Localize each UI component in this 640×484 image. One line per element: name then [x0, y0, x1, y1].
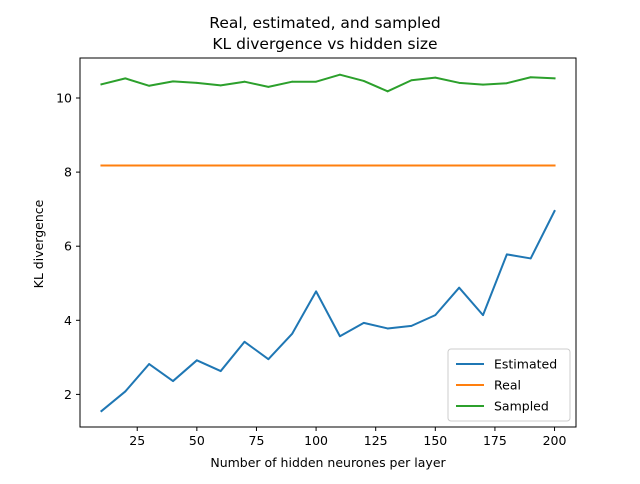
data-point-sampled: [195, 81, 198, 84]
data-point-sampled: [339, 73, 341, 76]
legend: Estimated Real Sampled: [447, 348, 571, 422]
data-point-real: [482, 164, 484, 167]
data-point-real: [553, 164, 556, 167]
x-axis-label: Number of hidden neurones per layer: [210, 455, 446, 470]
data-point-sampled: [362, 80, 365, 82]
data-point-real: [172, 164, 174, 167]
x-tick-label: 75: [249, 433, 265, 448]
data-point-estimated: [267, 358, 270, 361]
x-tick-label: 25: [129, 433, 145, 448]
data-point-estimated: [124, 390, 127, 393]
data-point-estimated: [195, 359, 198, 362]
data-point-real: [410, 164, 413, 167]
data-point-estimated: [386, 327, 389, 330]
data-point-estimated: [458, 286, 461, 289]
data-point-sampled: [505, 82, 508, 85]
data-point-sampled: [148, 84, 151, 87]
data-point-estimated: [172, 380, 174, 382]
data-point-estimated: [553, 210, 556, 212]
data-point-sampled: [458, 81, 461, 84]
data-point-sampled: [172, 80, 174, 83]
data-point-real: [100, 164, 103, 167]
data-point-estimated: [315, 290, 317, 293]
x-tick-label: 50: [189, 433, 205, 448]
data-point-real: [195, 164, 198, 167]
data-point-real: [243, 164, 246, 167]
data-point-sampled: [553, 77, 556, 80]
series-points-estimated: [100, 210, 556, 412]
y-axis: 2 4 6 8 10: [56, 91, 80, 402]
y-tick-label: 2: [64, 387, 72, 402]
data-point-real: [315, 164, 317, 167]
data-point-estimated: [219, 370, 222, 372]
series-line-sampled: [100, 73, 556, 93]
y-tick-label: 8: [64, 165, 72, 180]
x-tick-label: 125: [364, 433, 388, 448]
data-point-estimated: [339, 335, 341, 338]
x-tick-label: 150: [423, 433, 447, 448]
data-point-sampled: [482, 83, 484, 86]
series-points-real: [100, 164, 556, 167]
y-tick-label: 10: [56, 91, 72, 106]
data-point-estimated: [100, 410, 103, 412]
data-point-real: [386, 164, 389, 167]
chart-title-line-1: Real, estimated, and sampled: [209, 14, 440, 32]
data-point-sampled: [386, 90, 389, 93]
data-point-estimated: [529, 257, 532, 260]
legend-label-real: Real: [494, 378, 521, 393]
chart-title-line-2: KL divergence vs hidden size: [212, 35, 437, 53]
y-tick-label: 6: [64, 239, 72, 254]
data-point-sampled: [243, 80, 246, 83]
data-point-real: [291, 164, 294, 167]
data-point-sampled: [267, 86, 270, 88]
data-point-real: [219, 164, 222, 167]
data-point-estimated: [410, 324, 413, 327]
data-point-real: [339, 164, 341, 167]
series-line-estimated: [100, 209, 556, 413]
x-axis: 25 50 75 100 125 150 175 200: [129, 427, 567, 448]
legend-label-sampled: Sampled: [494, 399, 549, 414]
x-tick-label: 175: [483, 433, 507, 448]
data-point-estimated: [482, 314, 484, 317]
data-point-sampled: [291, 80, 294, 83]
data-point-sampled: [434, 76, 437, 79]
data-point-estimated: [505, 253, 508, 256]
data-point-estimated: [148, 363, 151, 365]
chart-title: Real, estimated, and sampled KL divergen…: [209, 14, 440, 53]
data-point-sampled: [219, 84, 222, 87]
data-point-sampled: [529, 76, 532, 79]
data-point-estimated: [362, 321, 365, 324]
data-point-real: [458, 164, 461, 167]
plot-area: [79, 57, 577, 428]
y-tick-label: 4: [64, 313, 72, 328]
data-point-estimated: [243, 340, 246, 343]
data-point-real: [505, 164, 508, 167]
data-point-estimated: [434, 314, 437, 317]
data-point-real: [124, 164, 127, 167]
series-points-sampled: [100, 73, 556, 93]
axes-frame: [79, 57, 577, 428]
data-point-real: [148, 164, 151, 167]
data-point-real: [434, 164, 437, 167]
x-tick-label: 200: [543, 433, 567, 448]
data-point-sampled: [410, 79, 413, 82]
data-point-real: [529, 164, 532, 167]
data-point-real: [362, 164, 365, 167]
x-tick-label: 100: [304, 433, 328, 448]
y-axis-label: KL divergence: [31, 199, 46, 288]
data-point-sampled: [124, 77, 127, 80]
data-point-sampled: [315, 80, 317, 83]
data-point-sampled: [100, 83, 103, 86]
legend-box: [447, 348, 571, 422]
data-point-real: [267, 164, 270, 167]
legend-label-estimated: Estimated: [494, 357, 557, 372]
data-point-estimated: [291, 332, 294, 335]
